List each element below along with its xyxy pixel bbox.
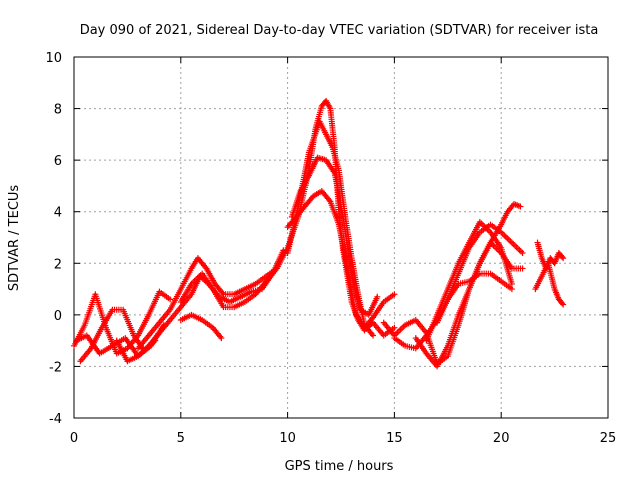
data-point-marker: [218, 335, 225, 342]
series-track-7: [177, 311, 225, 342]
data-point-marker: [559, 300, 566, 307]
y-tick-label: 0: [54, 309, 62, 324]
y-tick-label: 10: [45, 51, 62, 66]
x-tick-label: 25: [600, 431, 617, 446]
series-track-17: [534, 239, 567, 272]
data-point-marker: [508, 286, 515, 293]
series-track-10: [288, 154, 381, 318]
x-tick-label: 15: [386, 431, 403, 446]
data-point-marker: [559, 253, 566, 260]
data-point-marker: [519, 265, 526, 272]
y-tick-label: 6: [54, 154, 62, 169]
x-tick-label: 0: [70, 431, 78, 446]
series-track-9: [284, 118, 377, 339]
data-point-marker: [391, 324, 398, 331]
data-point-marker: [519, 249, 526, 256]
y-tick-label: -2: [49, 360, 62, 375]
y-tick-label: 4: [54, 206, 62, 221]
data-point-marker: [560, 255, 567, 262]
y-tick-label: -4: [49, 412, 62, 427]
series-track-6: [177, 265, 280, 311]
data-markers: [71, 97, 567, 370]
data-point-marker: [370, 332, 377, 339]
x-tick-labels: 0 5 10 15 20 25: [70, 431, 616, 446]
series-track-16: [434, 270, 515, 326]
data-point-marker: [517, 203, 524, 210]
y-tick-label: 2: [54, 257, 62, 272]
axis-ticks: [73, 56, 609, 419]
data-point-marker: [167, 296, 174, 303]
data-point-marker: [560, 301, 567, 308]
series-track-5: [135, 255, 280, 352]
chart-title: Day 090 of 2021, Sidereal Day-to-day VTE…: [80, 23, 599, 38]
x-tick-label: 10: [279, 431, 296, 446]
x-tick-label: 20: [493, 431, 510, 446]
y-tick-label: 8: [54, 103, 62, 118]
series-track-18: [532, 260, 567, 308]
data-point-marker: [508, 280, 515, 287]
plot-area-frame: [73, 56, 609, 419]
data-point-marker: [374, 293, 381, 300]
data-point-marker: [391, 291, 398, 298]
y-axis-label: SDTVAR / TECUs: [7, 185, 22, 292]
series-track-11: [284, 188, 398, 331]
x-axis-label: GPS time / hours: [285, 459, 394, 474]
x-tick-label: 5: [177, 431, 185, 446]
y-tick-labels: -4 -2 0 2 4 6 8 10: [45, 51, 62, 427]
